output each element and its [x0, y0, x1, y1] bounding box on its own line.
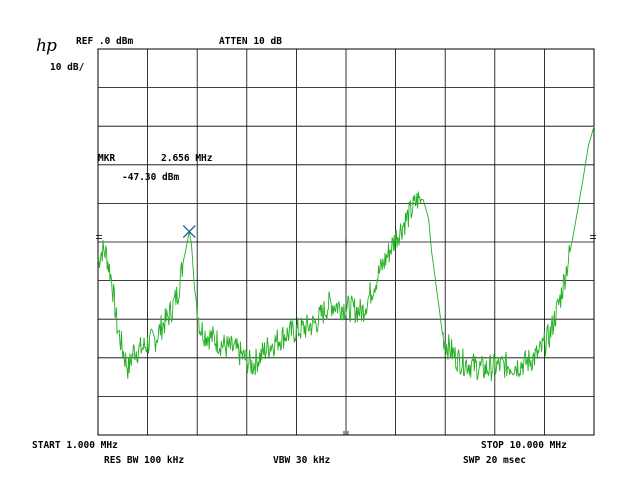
marker-label: MKR — [98, 153, 116, 164]
reference-level-label: REF .0 dBm — [76, 36, 134, 47]
marker-frequency: 2.656 MHz — [161, 153, 213, 164]
attenuation-label: ATTEN 10 dB — [219, 36, 282, 47]
stop-frequency-label: STOP 10.000 MHz — [481, 440, 567, 451]
hp-logo: hp — [36, 36, 57, 56]
marker-amplitude: -47.30 dBm — [122, 172, 180, 183]
scale-label: 10 dB/ — [50, 62, 85, 73]
marker-cross — [182, 225, 196, 239]
resolution-bandwidth-label: RES BW 100 kHz — [104, 455, 185, 466]
sweep-time-label: SWP 20 msec — [463, 455, 526, 466]
video-bandwidth-label: VBW 30 kHz — [273, 455, 331, 466]
spectrum-trace — [97, 126, 595, 382]
start-frequency-label: START 1.000 MHz — [32, 440, 118, 451]
